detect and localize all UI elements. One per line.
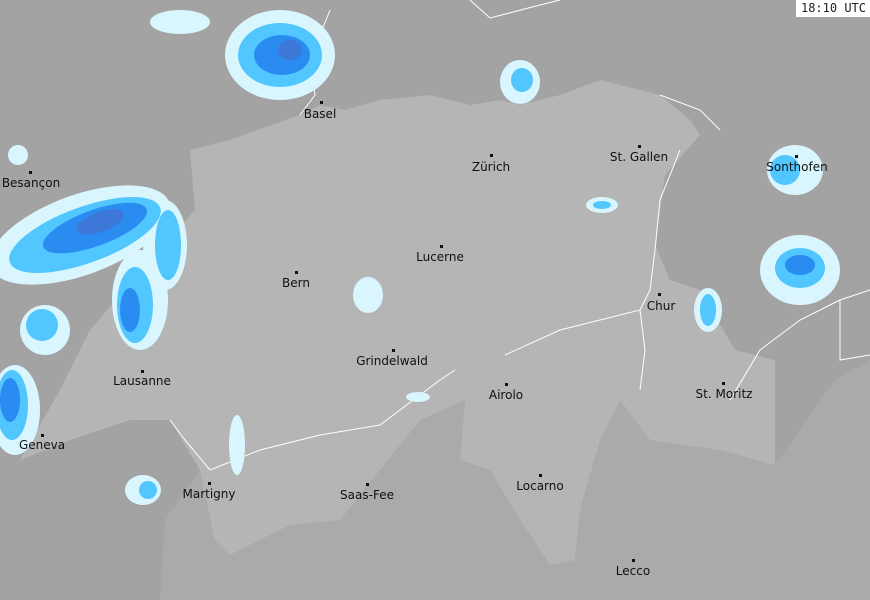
radar-echoes bbox=[0, 10, 840, 505]
city-dot bbox=[41, 434, 44, 437]
city-st-moritz: St. Moritz bbox=[695, 387, 753, 401]
timestamp-label: 18:10 UTC bbox=[795, 0, 870, 17]
switzerland-territory bbox=[20, 80, 775, 565]
city-dot bbox=[295, 271, 298, 274]
city-locarno: Locarno bbox=[516, 479, 564, 493]
city-dot bbox=[392, 349, 395, 352]
city-lecco: Lecco bbox=[615, 564, 651, 578]
city-chur: Chur bbox=[646, 299, 676, 313]
city-dot bbox=[638, 145, 641, 148]
city-geneva: Geneva bbox=[18, 438, 66, 452]
city-bern: Bern bbox=[282, 276, 310, 290]
city-dot bbox=[632, 559, 635, 562]
city-saas-fee: Saas-Fee bbox=[340, 488, 394, 502]
city-dot bbox=[658, 293, 661, 296]
city-zurich: Zürich bbox=[471, 160, 511, 174]
city-st-gallen: St. Gallen bbox=[609, 150, 669, 164]
city-dot bbox=[440, 245, 443, 248]
city-dot bbox=[722, 382, 725, 385]
city-dot bbox=[208, 482, 211, 485]
city-dot bbox=[490, 154, 493, 157]
city-airolo: Airolo bbox=[488, 388, 524, 402]
city-dot bbox=[141, 370, 144, 373]
city-dot bbox=[320, 101, 323, 104]
city-grindelwald: Grindelwald bbox=[356, 354, 428, 368]
city-dot bbox=[539, 474, 542, 477]
city-lausanne: Lausanne bbox=[113, 374, 171, 388]
city-lucerne: Lucerne bbox=[416, 250, 464, 264]
city-dot bbox=[505, 383, 508, 386]
city-basel: Basel bbox=[303, 107, 337, 121]
city-martigny: Martigny bbox=[182, 487, 236, 501]
city-dot bbox=[29, 171, 32, 174]
city-sonthofen: Sonthofen bbox=[766, 160, 828, 174]
city-dot bbox=[366, 483, 369, 486]
city-dot bbox=[795, 155, 798, 158]
neighbor-region-italy bbox=[160, 360, 870, 600]
city-besancon: Besançon bbox=[1, 176, 61, 190]
